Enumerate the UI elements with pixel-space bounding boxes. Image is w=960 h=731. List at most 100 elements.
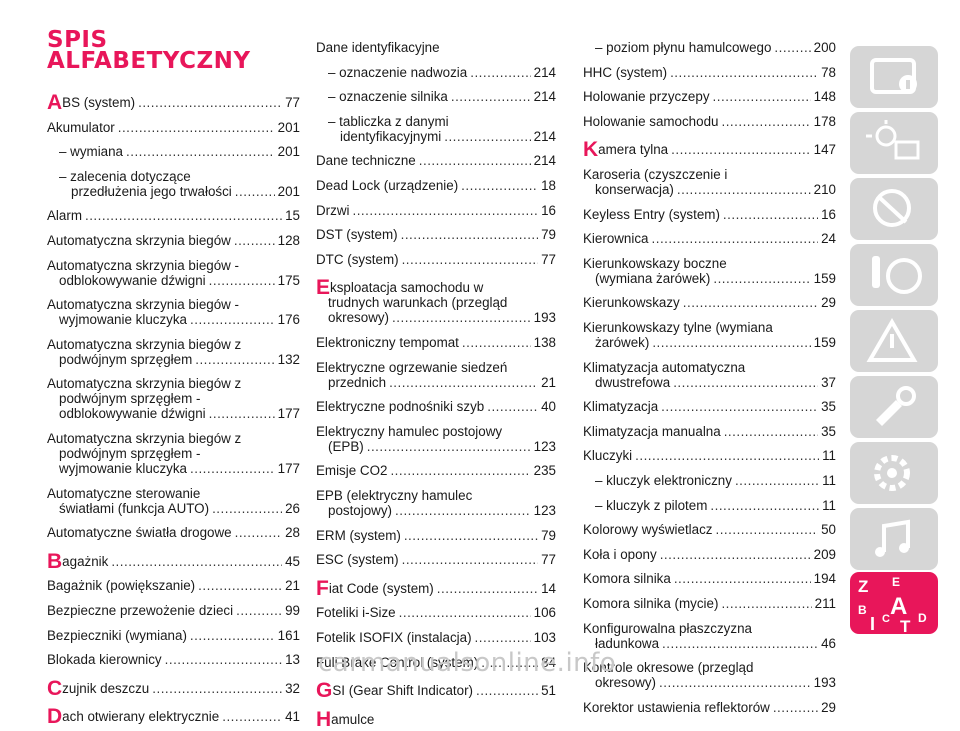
index-entry[interactable]: Dane identyfikacyjne xyxy=(316,40,556,55)
dot-leader: ........................................… xyxy=(389,374,538,390)
index-entry[interactable]: Automatyczne sterowanie xyxy=(47,486,300,501)
index-entry[interactable]: Klimatyzacja manualna...................… xyxy=(583,424,836,439)
index-entry[interactable]: Komora silnika (mycie)..................… xyxy=(583,596,836,611)
index-entry[interactable]: Foteliki i-Size.........................… xyxy=(316,605,556,620)
index-entry[interactable]: EPB (elektryczny hamulec xyxy=(316,488,556,503)
index-entry[interactable]: Bezpieczne przewożenie dzieci...........… xyxy=(47,603,300,618)
index-entry[interactable]: Automatyczne światła drogowe............… xyxy=(47,525,300,540)
index-entry[interactable]: Fotelik ISOFIX (instalacja).............… xyxy=(316,630,556,645)
page-number: 132 xyxy=(277,351,300,367)
index-entry[interactable]: Konfigurowalna płaszczyzna xyxy=(583,621,836,636)
index-entry[interactable]: Elektryczne ogrzewanie siedzeń xyxy=(316,360,556,375)
index-entry[interactable]: Emisje CO2..............................… xyxy=(316,463,556,478)
dot-leader: ........................................… xyxy=(661,399,818,415)
index-entry[interactable]: Elektryczne podnośniki szyb.............… xyxy=(316,399,556,414)
page-number: 29 xyxy=(821,295,836,311)
dot-leader: ........................................… xyxy=(734,473,820,488)
index-entry[interactable]: – poziom płynu hamulcowego..............… xyxy=(595,40,836,55)
index-entry[interactable]: – tabliczka z danymi xyxy=(328,114,556,129)
index-entry[interactable]: – wymiana...............................… xyxy=(59,144,300,159)
page-title: SPIS ALFABETYCZNY xyxy=(47,29,251,73)
index-entry[interactable]: Dane techniczne.........................… xyxy=(316,153,556,168)
index-entry[interactable]: Full Brake Control (system).............… xyxy=(316,655,556,670)
tab-warning-lights[interactable] xyxy=(850,112,938,174)
entry-text: Foteliki i-Size xyxy=(316,605,396,621)
index-entry[interactable]: – oznaczenie nadwozia...................… xyxy=(328,65,556,80)
tab-index[interactable]: Z E B A I C T D xyxy=(850,572,938,636)
index-entry-continuation: wyjmowanie kluczyka.....................… xyxy=(59,312,300,327)
index-entry[interactable]: Alarm...................................… xyxy=(47,208,300,223)
index-entry[interactable]: – oznaczenie silnika....................… xyxy=(328,89,556,104)
index-entry[interactable]: Automatyczna skrzynia biegów - xyxy=(47,297,300,312)
index-entry[interactable]: Korektor ustawienia reflektorów.........… xyxy=(583,700,836,715)
index-entry[interactable]: Kierunkowskazy..........................… xyxy=(583,295,836,310)
index-entry[interactable]: HHC (system)............................… xyxy=(583,65,836,80)
entry-text: Klimatyzacja manualna xyxy=(583,423,721,439)
index-entry[interactable]: Keyless Entry (system)..................… xyxy=(583,207,836,222)
entry-text: – wymiana xyxy=(59,144,124,160)
index-entry[interactable]: Holowanie samochodu.....................… xyxy=(583,114,836,129)
tab-car-info[interactable] xyxy=(850,46,938,108)
tab-key-steering[interactable] xyxy=(850,244,938,306)
index-entry[interactable]: Bagażnik (powiększanie).................… xyxy=(47,578,300,593)
dot-leader: ........................................… xyxy=(713,270,811,286)
warning-lights-icon xyxy=(850,112,938,174)
index-entry[interactable]: G SI (Gear Shift Indicator)..............… xyxy=(316,680,556,701)
index-entry[interactable]: – kluczyk elektroniczny.................… xyxy=(595,473,836,488)
dot-leader: ........................................… xyxy=(236,603,283,618)
page-number: 11 xyxy=(822,448,836,464)
index-entry[interactable]: Holowanie przyczepy.....................… xyxy=(583,89,836,104)
index-entry[interactable]: Karoseria (czyszczenie i xyxy=(583,167,836,182)
entry-text: podwójnym sprzęgłem - xyxy=(59,446,201,461)
index-entry[interactable]: Dead Lock (urządzenie)..................… xyxy=(316,178,556,193)
index-entry[interactable]: Kierunkowskazy boczne xyxy=(583,256,836,271)
dot-leader: ........................................… xyxy=(222,709,282,725)
index-entry[interactable]: Blokada kierownicy......................… xyxy=(47,652,300,667)
index-entry[interactable]: Drzwi...................................… xyxy=(316,203,556,218)
index-entry[interactable]: DTC (system)............................… xyxy=(316,252,556,267)
index-entry[interactable]: ESC (system)............................… xyxy=(316,552,556,567)
index-entry[interactable]: Klimatyzacja............................… xyxy=(583,399,836,414)
tab-maintenance[interactable] xyxy=(850,376,938,438)
index-entry[interactable]: Koła i opony............................… xyxy=(583,547,836,562)
index-entry[interactable]: Elektroniczny tempomat..................… xyxy=(316,335,556,350)
page-number: 35 xyxy=(821,423,836,439)
tab-seatbelt-airbag[interactable] xyxy=(850,178,938,240)
index-entry[interactable]: Kierunkowskazy tylne (wymiana xyxy=(583,320,836,335)
index-entry[interactable]: Kontrole okresowe (przegląd xyxy=(583,660,836,675)
entry-text: Komora silnika xyxy=(583,571,671,587)
index-entry[interactable]: – zalecenia dotyczące xyxy=(59,169,300,184)
entry-text: Komora silnika (mycie) xyxy=(583,596,719,611)
entry-text: ERM (system) xyxy=(316,527,401,543)
index-entry[interactable]: Automatyczna skrzynia biegów - xyxy=(47,258,300,273)
tab-breakdown[interactable] xyxy=(850,310,938,372)
index-entry[interactable]: Automatyczna skrzynia biegów z xyxy=(47,337,300,352)
index-entry[interactable]: DST (system)............................… xyxy=(316,227,556,242)
index-entry[interactable]: ERM (system)............................… xyxy=(316,528,556,543)
index-entry[interactable]: Kolorowy wyświetlacz....................… xyxy=(583,522,836,537)
index-entry[interactable]: Klimatyzacja automatyczna xyxy=(583,360,836,375)
index-entry[interactable]: Kierownica..............................… xyxy=(583,231,836,246)
index-entry[interactable]: Automatyczna skrzynia biegów............… xyxy=(47,233,300,248)
entry-text: iat Code (system) xyxy=(328,580,434,596)
index-entry[interactable]: Elektryczny hamulec postojowy xyxy=(316,424,556,439)
index-entry[interactable]: A BS (system)............................… xyxy=(47,92,300,113)
index-entry[interactable]: Komora silnika..........................… xyxy=(583,571,836,586)
tab-multimedia[interactable] xyxy=(850,508,938,570)
index-entry[interactable]: Akumulator..............................… xyxy=(47,120,300,135)
index-entry[interactable]: Automatyczna skrzynia biegów z xyxy=(47,431,300,446)
index-entry[interactable]: Automatyczna skrzynia biegów z xyxy=(47,376,300,391)
index-entry[interactable]: – kluczyk z pilotem.....................… xyxy=(595,498,836,513)
dot-leader: ........................................… xyxy=(673,571,811,587)
index-entry[interactable]: Kluczyki................................… xyxy=(583,448,836,463)
page-number: 214 xyxy=(533,89,556,105)
tab-technical-data[interactable] xyxy=(850,442,938,504)
index-entry[interactable]: Bezpieczniki (wymiana)..................… xyxy=(47,628,300,643)
